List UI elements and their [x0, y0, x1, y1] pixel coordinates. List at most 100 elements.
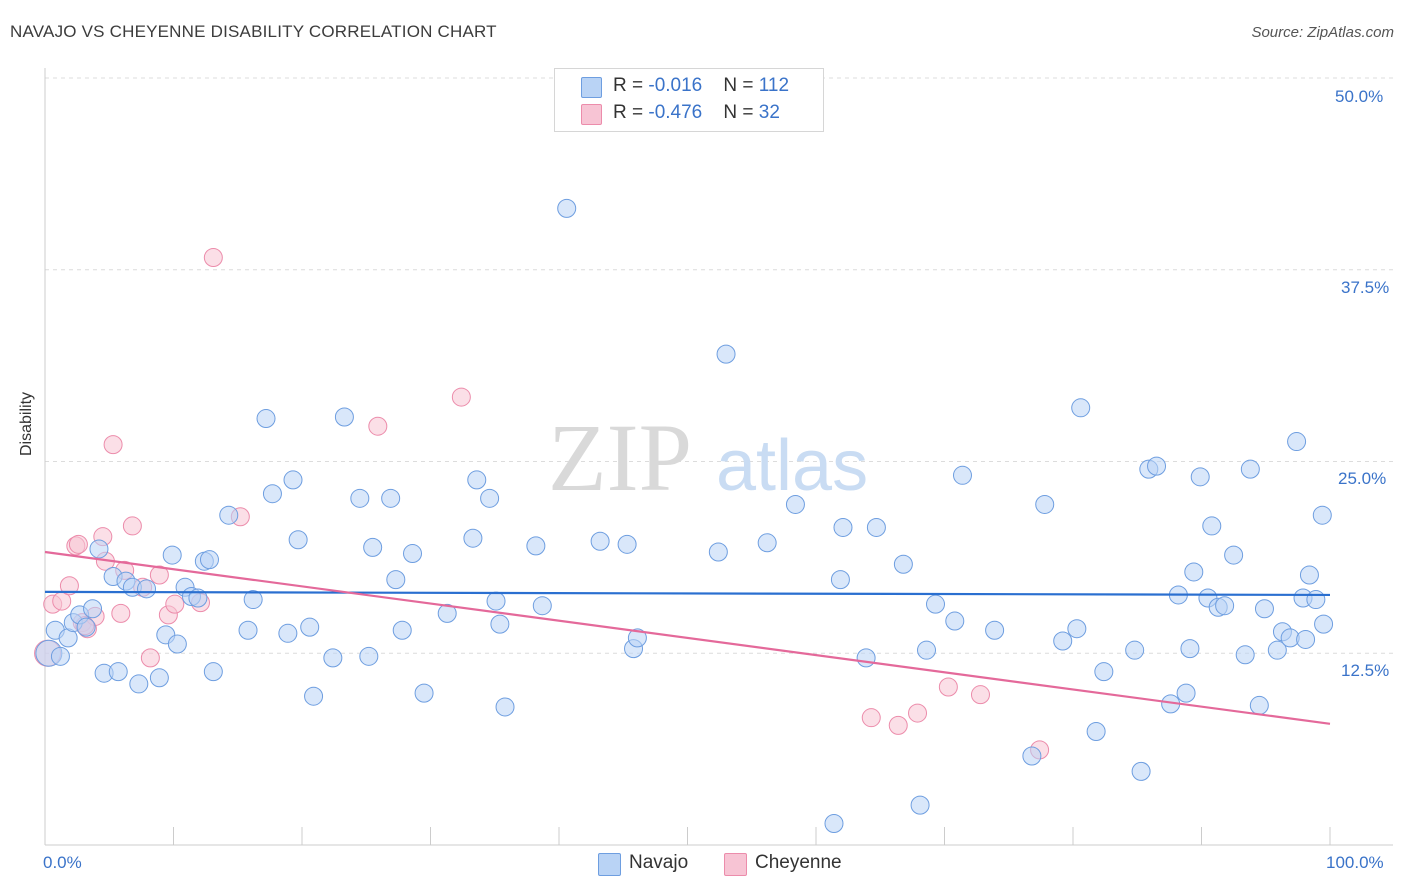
navajo-point — [824, 814, 844, 834]
navajo-point — [926, 594, 946, 614]
navajo-point — [1125, 640, 1145, 660]
navajo-point — [83, 599, 103, 619]
cheyenne-point — [888, 715, 908, 735]
cheyenne-swatch — [581, 104, 602, 125]
navajo-point — [495, 697, 515, 717]
cheyenne-point — [140, 648, 160, 668]
cheyenne-point — [203, 247, 223, 267]
cheyenne-trend-line — [44, 550, 1331, 725]
cheyenne-point — [908, 703, 928, 723]
navajo-point — [304, 686, 324, 706]
cheyenne-legend-label: Cheyenne — [755, 852, 842, 873]
navajo-point — [590, 531, 610, 551]
navajo-point — [866, 517, 886, 537]
watermark-zip: ZIP — [548, 404, 692, 511]
navajo-point — [1249, 695, 1269, 715]
navajo-point — [945, 611, 965, 631]
x-tick-label-100: 100.0% — [1326, 853, 1384, 872]
navajo-point — [1314, 614, 1334, 634]
n-label: N = — [723, 102, 759, 123]
navajo-point — [283, 470, 303, 490]
navajo-point — [480, 488, 500, 508]
navajo-point — [785, 494, 805, 514]
cheyenne-point — [368, 416, 388, 436]
navajo-point — [627, 628, 647, 648]
trend-lines — [44, 550, 1331, 725]
chart-title: NAVAJO VS CHEYENNE DISABILITY CORRELATIO… — [10, 22, 497, 41]
cheyenne-point — [451, 387, 471, 407]
navajo-point — [1071, 398, 1091, 418]
navajo-point — [386, 570, 406, 590]
navajo-point — [1131, 761, 1151, 781]
x-tick-label-0: 0.0% — [43, 853, 82, 872]
n-value: 32 — [758, 102, 780, 123]
cheyenne-point — [149, 565, 169, 585]
navajo-point — [463, 528, 483, 548]
navajo-point — [1306, 590, 1326, 610]
cheyenne-point — [861, 708, 881, 728]
navajo-point — [1287, 432, 1307, 452]
navajo-point — [1180, 639, 1200, 659]
y-axis-title: Disability — [18, 391, 35, 456]
navajo-point — [1235, 645, 1255, 665]
navajo-point — [188, 588, 208, 608]
gridlines — [45, 77, 1393, 654]
navajo-point — [1296, 629, 1316, 649]
navajo-point — [557, 198, 577, 218]
navajo-swatch — [581, 77, 602, 98]
y-tick-label-37-5: 37.5% — [1341, 278, 1390, 297]
navajo-point — [1240, 459, 1260, 479]
navajo-point — [392, 620, 412, 640]
cheyenne-point — [122, 516, 142, 536]
cheyenne-points — [34, 247, 1050, 760]
navajo-legend-swatch — [598, 853, 621, 876]
navajo-point — [952, 465, 972, 485]
navajo-point — [486, 591, 506, 611]
cheyenne-point — [165, 594, 185, 614]
r-value: -0.476 — [648, 102, 703, 123]
navajo-point — [363, 537, 383, 557]
navajo-point — [243, 590, 263, 610]
y-tick-label-25: 25.0% — [1338, 469, 1387, 488]
r-label: R = — [613, 75, 649, 96]
axes — [44, 68, 1393, 846]
y-tick-label-50: 50.0% — [1335, 87, 1384, 106]
navajo-point — [278, 623, 298, 643]
navajo-point — [219, 505, 239, 525]
cheyenne-point — [59, 576, 79, 596]
navajo-point — [1176, 683, 1196, 703]
navajo-point — [910, 795, 930, 815]
navajo-point — [716, 344, 736, 364]
navajo-point — [403, 544, 423, 564]
navajo-point — [334, 407, 354, 427]
navajo-point — [89, 539, 109, 559]
navajo-point — [1094, 662, 1114, 682]
navajo-point — [359, 646, 379, 666]
navajo-point — [162, 545, 182, 565]
navajo-point — [300, 617, 320, 637]
navajo-point — [1035, 494, 1055, 514]
navajo-point — [137, 579, 157, 599]
navajo-point — [1147, 456, 1167, 476]
source-note: Source: ZipAtlas.com — [1251, 24, 1394, 41]
navajo-point — [1086, 721, 1106, 741]
navajo-point — [708, 542, 728, 562]
watermark-atlas: atlas — [716, 426, 868, 506]
navajo-point — [917, 640, 937, 660]
navajo-point — [757, 533, 777, 553]
navajo-point — [1312, 505, 1332, 525]
navajo-point — [1267, 640, 1287, 660]
navajo-point — [1190, 467, 1210, 487]
navajo-point — [199, 550, 219, 570]
navajo-point — [256, 409, 276, 429]
navajo-point — [414, 683, 434, 703]
navajo-point — [1053, 631, 1073, 651]
cheyenne-point — [111, 603, 131, 623]
navajo-point — [1299, 565, 1319, 585]
navajo-legend-label: Navajo — [629, 852, 689, 873]
cheyenne-point — [970, 685, 990, 705]
navajo-point — [985, 620, 1005, 640]
navajo-point — [167, 634, 187, 654]
navajo-point — [149, 668, 169, 688]
